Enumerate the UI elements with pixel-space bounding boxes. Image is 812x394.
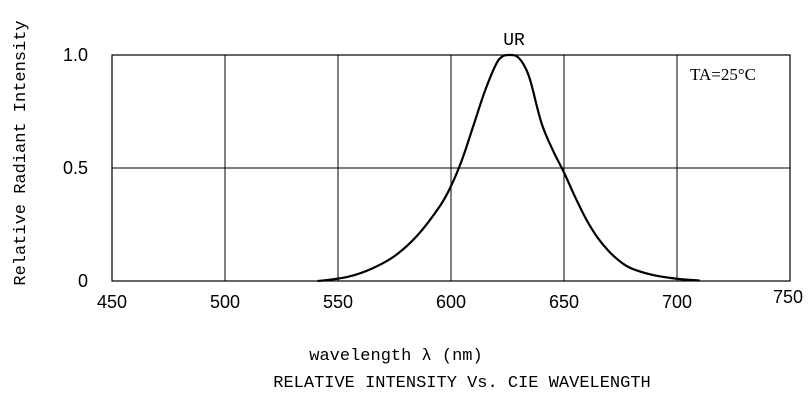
x-tick-label: 600 [436, 292, 466, 312]
condition-annotation: TA=25°C [690, 65, 756, 84]
x-tick-label: 750 [773, 287, 803, 307]
x-tick-label: 700 [662, 292, 692, 312]
x-axis-label: wavelength λ (nm) [309, 347, 482, 366]
plot-frame [111, 54, 791, 282]
x-tick-labels: 450 500 550 600 650 700 750 [97, 287, 803, 312]
series-line-ur [317, 53, 700, 283]
y-tick-label: 0.5 [63, 158, 88, 178]
x-tick-label: 550 [323, 292, 353, 312]
y-tick-label: 1.0 [63, 45, 88, 65]
x-tick-label: 500 [210, 292, 240, 312]
y-tick-labels: 0 0.5 1.0 [63, 45, 88, 291]
y-axis-label: Relative Radiant Intensity [12, 20, 31, 285]
x-tick-label: 450 [97, 292, 127, 312]
chart-title: RELATIVE INTENSITY Vs. CIE WAVELENGTH [273, 374, 650, 393]
y-tick-label: 0 [78, 271, 88, 291]
series-label: UR [503, 31, 525, 51]
x-tick-label: 650 [549, 292, 579, 312]
grid-lines [112, 55, 790, 281]
